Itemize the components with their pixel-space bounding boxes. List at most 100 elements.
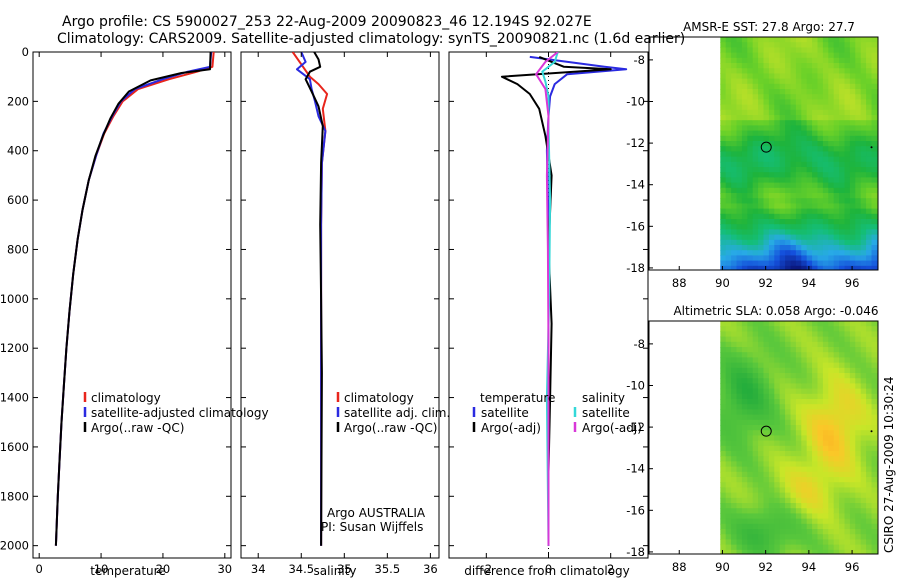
sst-cell <box>774 198 781 204</box>
sla-cell <box>720 321 727 327</box>
sla-cell <box>849 466 856 473</box>
sst-cell <box>806 203 813 210</box>
sst-cell <box>741 229 748 236</box>
sst-cell <box>812 57 819 64</box>
sla-cell <box>795 430 802 436</box>
sst-cell <box>860 229 867 236</box>
sst-cell <box>801 73 808 80</box>
sst-cell <box>812 135 819 142</box>
sst-cell <box>785 219 792 225</box>
sst-cell <box>747 151 754 158</box>
sst-cell <box>752 239 759 246</box>
sst-cell <box>817 94 824 100</box>
sst-cell <box>779 146 786 152</box>
sst-cell <box>801 109 808 116</box>
legend-climatology: climatology <box>344 391 414 405</box>
sst-cell <box>871 219 878 225</box>
sst-cell <box>790 224 797 230</box>
sla-cell <box>866 534 873 540</box>
sst-cell <box>752 203 759 210</box>
sst-cell <box>839 172 846 178</box>
salinity-xtick-label: 35.5 <box>375 562 401 576</box>
sst-cell <box>763 94 770 100</box>
sla-cell <box>779 326 786 332</box>
sst-cell <box>855 198 862 204</box>
sla-cell <box>801 503 808 509</box>
sla-cell <box>741 419 748 426</box>
sst-cell <box>758 125 765 132</box>
sla-cell <box>741 331 748 338</box>
sst-cell <box>871 104 878 111</box>
sla-cell <box>768 508 775 514</box>
sla-cell <box>758 321 765 327</box>
sst-cell <box>876 193 878 199</box>
sla-cell <box>817 508 824 514</box>
sst-cell <box>828 229 835 236</box>
sla-cell <box>763 451 770 457</box>
sst-cell <box>736 182 743 189</box>
sst-cell <box>763 141 770 147</box>
sla-cell <box>731 321 738 327</box>
sla-cell <box>839 513 846 520</box>
sla-cell <box>801 347 808 353</box>
sst-cell <box>876 141 878 147</box>
sst-cell <box>758 141 765 147</box>
sla-cell <box>866 347 873 353</box>
sla-cell <box>871 497 878 504</box>
sla-cell <box>774 367 781 374</box>
sla-cell <box>871 529 878 535</box>
sst-cell <box>833 177 840 184</box>
sla-cell <box>768 529 775 535</box>
sst-cell <box>725 167 732 173</box>
sla-cell <box>731 399 738 405</box>
sst-cell <box>801 104 808 111</box>
sst-cell <box>785 208 792 215</box>
sst-cell <box>866 63 873 69</box>
sst-cell <box>833 250 840 256</box>
sst-cell <box>795 203 802 210</box>
sst-cell <box>725 203 732 210</box>
sst-cell <box>806 167 813 173</box>
sla-cell <box>741 518 748 525</box>
sla-cell <box>855 466 862 473</box>
sst-cell <box>790 99 797 106</box>
salinity-xtick-label: 35 <box>337 562 352 576</box>
sst-cell <box>839 245 846 251</box>
sst-cell <box>849 234 856 241</box>
sla-cell <box>849 399 856 405</box>
sla-cell <box>774 404 781 410</box>
sst-cell <box>817 213 824 220</box>
sla-cell <box>752 508 759 514</box>
sla-cell <box>855 445 862 452</box>
sst-cell <box>806 125 813 132</box>
sla-cell <box>790 341 797 348</box>
sla-cell <box>871 352 878 358</box>
sst-cell <box>779 255 786 262</box>
sst-cell <box>866 177 873 184</box>
sst-cell <box>741 213 748 220</box>
sst-cell <box>822 203 829 210</box>
sst-cell <box>741 161 748 168</box>
sla-cell <box>871 414 878 421</box>
sla-cell <box>812 383 819 390</box>
sst-cell <box>747 135 754 142</box>
sla-map-frame <box>648 320 879 555</box>
sst-cell <box>763 68 770 74</box>
sst-cell <box>774 57 781 64</box>
sla-cell <box>871 362 878 369</box>
sla-cell <box>725 461 732 468</box>
sst-cell <box>866 193 873 199</box>
sla-cell <box>779 321 786 327</box>
sst-cell <box>790 63 797 69</box>
sst-cell <box>822 177 829 184</box>
sst-cell <box>768 109 775 116</box>
sla-cell <box>817 419 824 426</box>
sst-cell <box>812 130 819 137</box>
sla-cell <box>790 497 797 504</box>
sst-cell <box>844 47 851 54</box>
sla-cell <box>876 425 878 431</box>
sla-cell <box>752 435 759 442</box>
sst-cell <box>876 265 878 270</box>
sst-cell <box>731 182 738 189</box>
sst-cell <box>790 193 797 199</box>
